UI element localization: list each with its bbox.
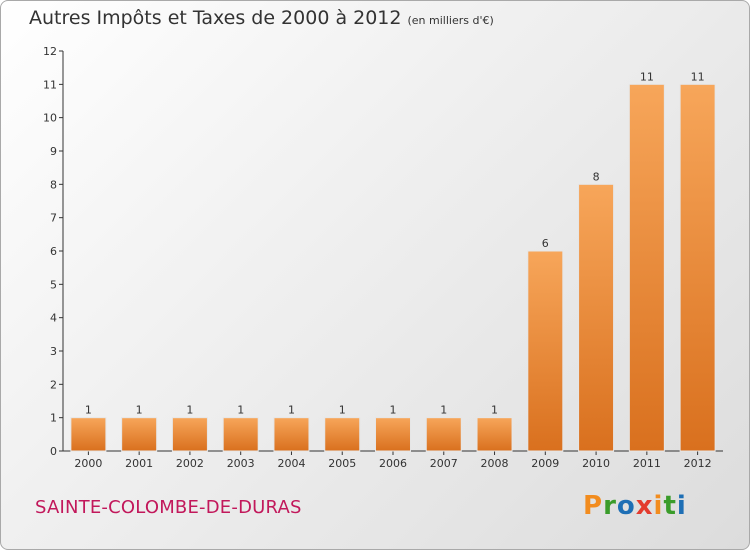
y-tick-label: 8 [50, 178, 57, 191]
chart-title: Autres Impôts et Taxes de 2000 à 2012 (en… [29, 7, 494, 29]
data-label: 1 [440, 404, 447, 417]
data-label: 11 [691, 70, 705, 83]
x-tick-label: 2008 [481, 457, 509, 470]
y-tick-label: 1 [50, 412, 57, 425]
y-tick-label: 4 [50, 312, 57, 325]
x-tick-label: 2004 [277, 457, 305, 470]
x-tick-label: 2010 [582, 457, 610, 470]
x-tick-label: 2002 [176, 457, 204, 470]
logo-letter: P [583, 491, 604, 521]
bar-2012 [679, 83, 716, 452]
x-tick-label: 2003 [227, 457, 255, 470]
data-label: 6 [542, 237, 549, 250]
bar-2003 [222, 417, 259, 452]
commune-name: SAINTE-COLOMBE-DE-DURAS [35, 497, 302, 518]
y-tick-label: 12 [43, 45, 57, 58]
logo-letter: i [676, 491, 687, 521]
y-tick-label: 0 [50, 445, 57, 458]
data-label: 8 [593, 170, 600, 183]
logo-letter: t [663, 491, 677, 521]
bar-2007 [425, 417, 462, 452]
bar-2009 [527, 250, 564, 452]
bar-2005 [324, 417, 361, 452]
data-label: 1 [136, 404, 143, 417]
bar-2006 [375, 417, 411, 452]
bar-2000 [70, 417, 107, 452]
data-label: 11 [640, 70, 654, 83]
x-tick-label: 2006 [379, 457, 407, 470]
bar-2004 [273, 417, 310, 452]
logo-letter: i [653, 491, 664, 521]
bar-2010 [578, 183, 615, 452]
y-tick-label: 9 [50, 145, 57, 158]
data-label: 1 [390, 404, 397, 417]
x-tick-label: 2000 [74, 457, 102, 470]
y-tick-label: 6 [50, 245, 57, 258]
x-tick-label: 2001 [125, 457, 153, 470]
x-tick-label: 2007 [430, 457, 458, 470]
data-label: 1 [288, 404, 295, 417]
chart-unit-label: (en milliers d'€) [407, 14, 494, 27]
x-tick-label: 2005 [328, 457, 356, 470]
data-label: 1 [491, 404, 498, 417]
data-label: 1 [339, 404, 346, 417]
bar-2011 [628, 83, 665, 452]
y-tick-label: 3 [50, 345, 57, 358]
y-tick-label: 2 [50, 378, 57, 391]
bar-2001 [121, 417, 158, 452]
bar-2002 [171, 417, 208, 452]
chart-title-text: Autres Impôts et Taxes de 2000 à 2012 [29, 7, 402, 29]
data-label: 1 [237, 404, 244, 417]
x-tick-label: 2009 [531, 457, 559, 470]
logo-letter: r [603, 491, 617, 521]
logo-letter: o [616, 491, 636, 521]
y-tick-label: 10 [43, 112, 57, 125]
y-tick-label: 5 [50, 278, 57, 291]
x-tick-label: 2012 [684, 457, 712, 470]
proxiti-logo[interactable]: Proxiti [583, 491, 687, 521]
y-tick-label: 7 [50, 212, 57, 225]
data-label: 1 [186, 404, 193, 417]
bar-2008 [476, 417, 513, 452]
data-label: 1 [85, 404, 92, 417]
x-tick-label: 2011 [633, 457, 661, 470]
logo-letter: x [635, 491, 654, 521]
y-tick-label: 11 [43, 78, 57, 91]
